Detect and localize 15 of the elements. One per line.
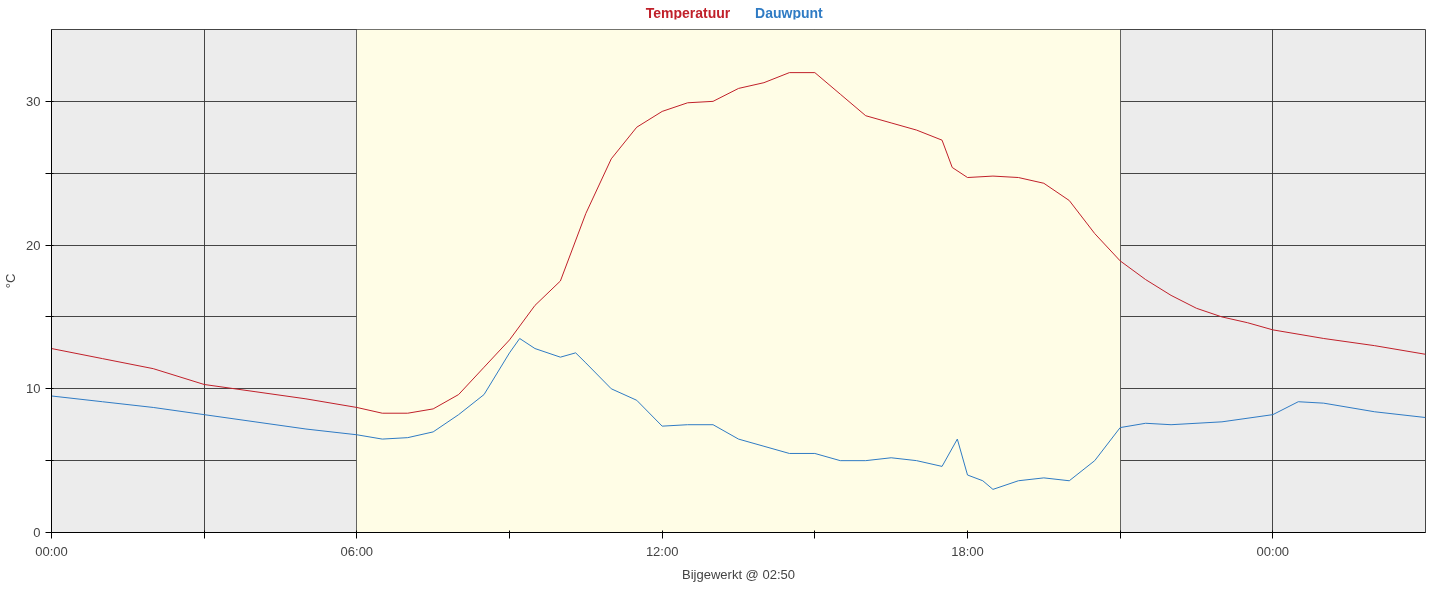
x-tick-label: 06:00 <box>340 543 374 559</box>
y-axis-title: °C <box>3 273 19 289</box>
line-series <box>51 337 1426 490</box>
y-tick-label: 30 <box>26 93 41 109</box>
text: Dauwpunt <box>755 4 824 21</box>
x-tick-label: 12:00 <box>645 543 679 559</box>
y-tick-label: 10 <box>26 381 41 397</box>
text: Temperatuur <box>645 4 731 21</box>
y-tick-label: 0 <box>33 525 41 540</box>
x-tick-label: 00:00 <box>35 543 68 559</box>
x-tick-label: 18:00 <box>951 543 984 559</box>
y-tick-label: 20 <box>26 237 41 253</box>
x-tick-label: 00:00 <box>1256 543 1290 559</box>
x-axis-title: Bijgewerkt @ 02:50 <box>682 566 795 582</box>
line-series <box>51 72 1426 414</box>
